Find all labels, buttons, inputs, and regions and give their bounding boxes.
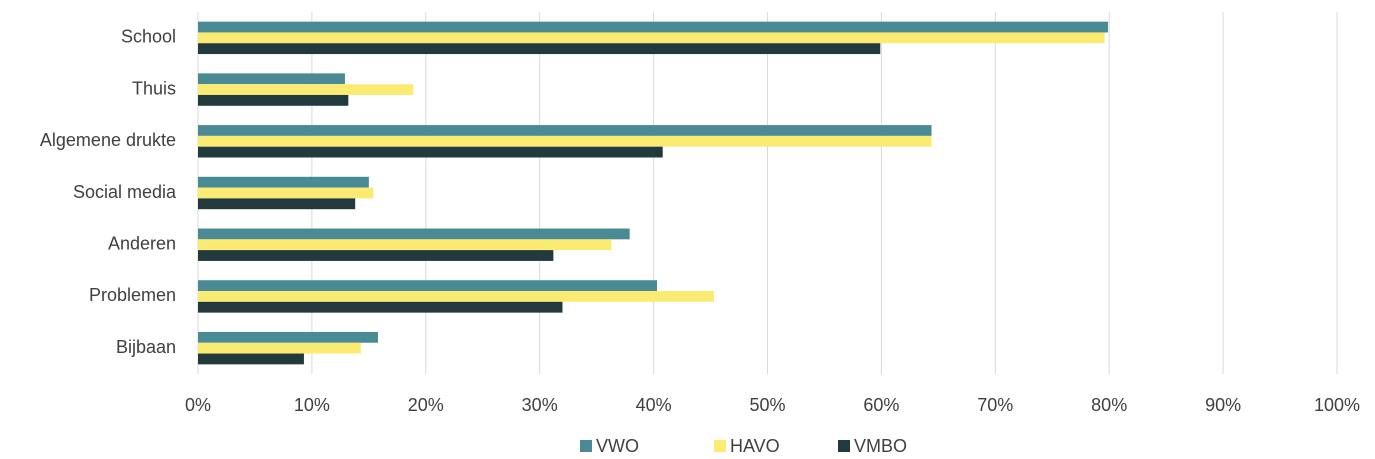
x-tick-label: 0% bbox=[185, 395, 211, 415]
x-tick-label: 50% bbox=[749, 395, 785, 415]
y-tick-label: Bijbaan bbox=[116, 337, 176, 357]
legend-label: VWO bbox=[596, 436, 639, 456]
y-tick-label: School bbox=[121, 27, 176, 47]
y-tick-label: Social media bbox=[73, 182, 177, 202]
bar bbox=[198, 21, 1109, 33]
legend-label: VMBO bbox=[854, 436, 907, 456]
x-tick-label: 60% bbox=[863, 395, 899, 415]
bar bbox=[198, 342, 361, 354]
x-tick-label: 10% bbox=[294, 395, 330, 415]
bar bbox=[198, 228, 630, 240]
legend-swatch bbox=[838, 440, 850, 452]
bar bbox=[198, 187, 374, 199]
x-tick-label: 70% bbox=[977, 395, 1013, 415]
bar bbox=[198, 198, 356, 210]
bar bbox=[198, 239, 612, 251]
bar bbox=[198, 250, 554, 261]
x-tick-label: 40% bbox=[636, 395, 672, 415]
bar bbox=[198, 84, 414, 95]
bar bbox=[198, 73, 345, 85]
bar bbox=[198, 135, 932, 147]
y-tick-label: Problemen bbox=[89, 285, 176, 305]
bar bbox=[198, 280, 658, 292]
bar bbox=[198, 301, 563, 313]
bar bbox=[198, 291, 714, 302]
legend-swatch bbox=[714, 440, 726, 452]
legend-swatch bbox=[580, 440, 592, 452]
y-tick-label: Algemene drukte bbox=[40, 130, 176, 150]
bar bbox=[198, 331, 378, 343]
legend-label: HAVO bbox=[730, 436, 780, 456]
x-tick-label: 30% bbox=[522, 395, 558, 415]
x-tick-label: 80% bbox=[1091, 395, 1127, 415]
x-tick-label: 100% bbox=[1314, 395, 1360, 415]
bar bbox=[198, 176, 369, 188]
bar bbox=[198, 32, 1105, 44]
bar bbox=[198, 353, 304, 365]
y-tick-label: Anderen bbox=[108, 233, 176, 253]
x-tick-label: 20% bbox=[408, 395, 444, 415]
bar bbox=[198, 43, 881, 55]
bar bbox=[198, 146, 663, 158]
x-tick-label: 90% bbox=[1205, 395, 1241, 415]
bar bbox=[198, 94, 349, 106]
y-tick-label: Thuis bbox=[132, 78, 176, 98]
bar bbox=[198, 125, 932, 136]
